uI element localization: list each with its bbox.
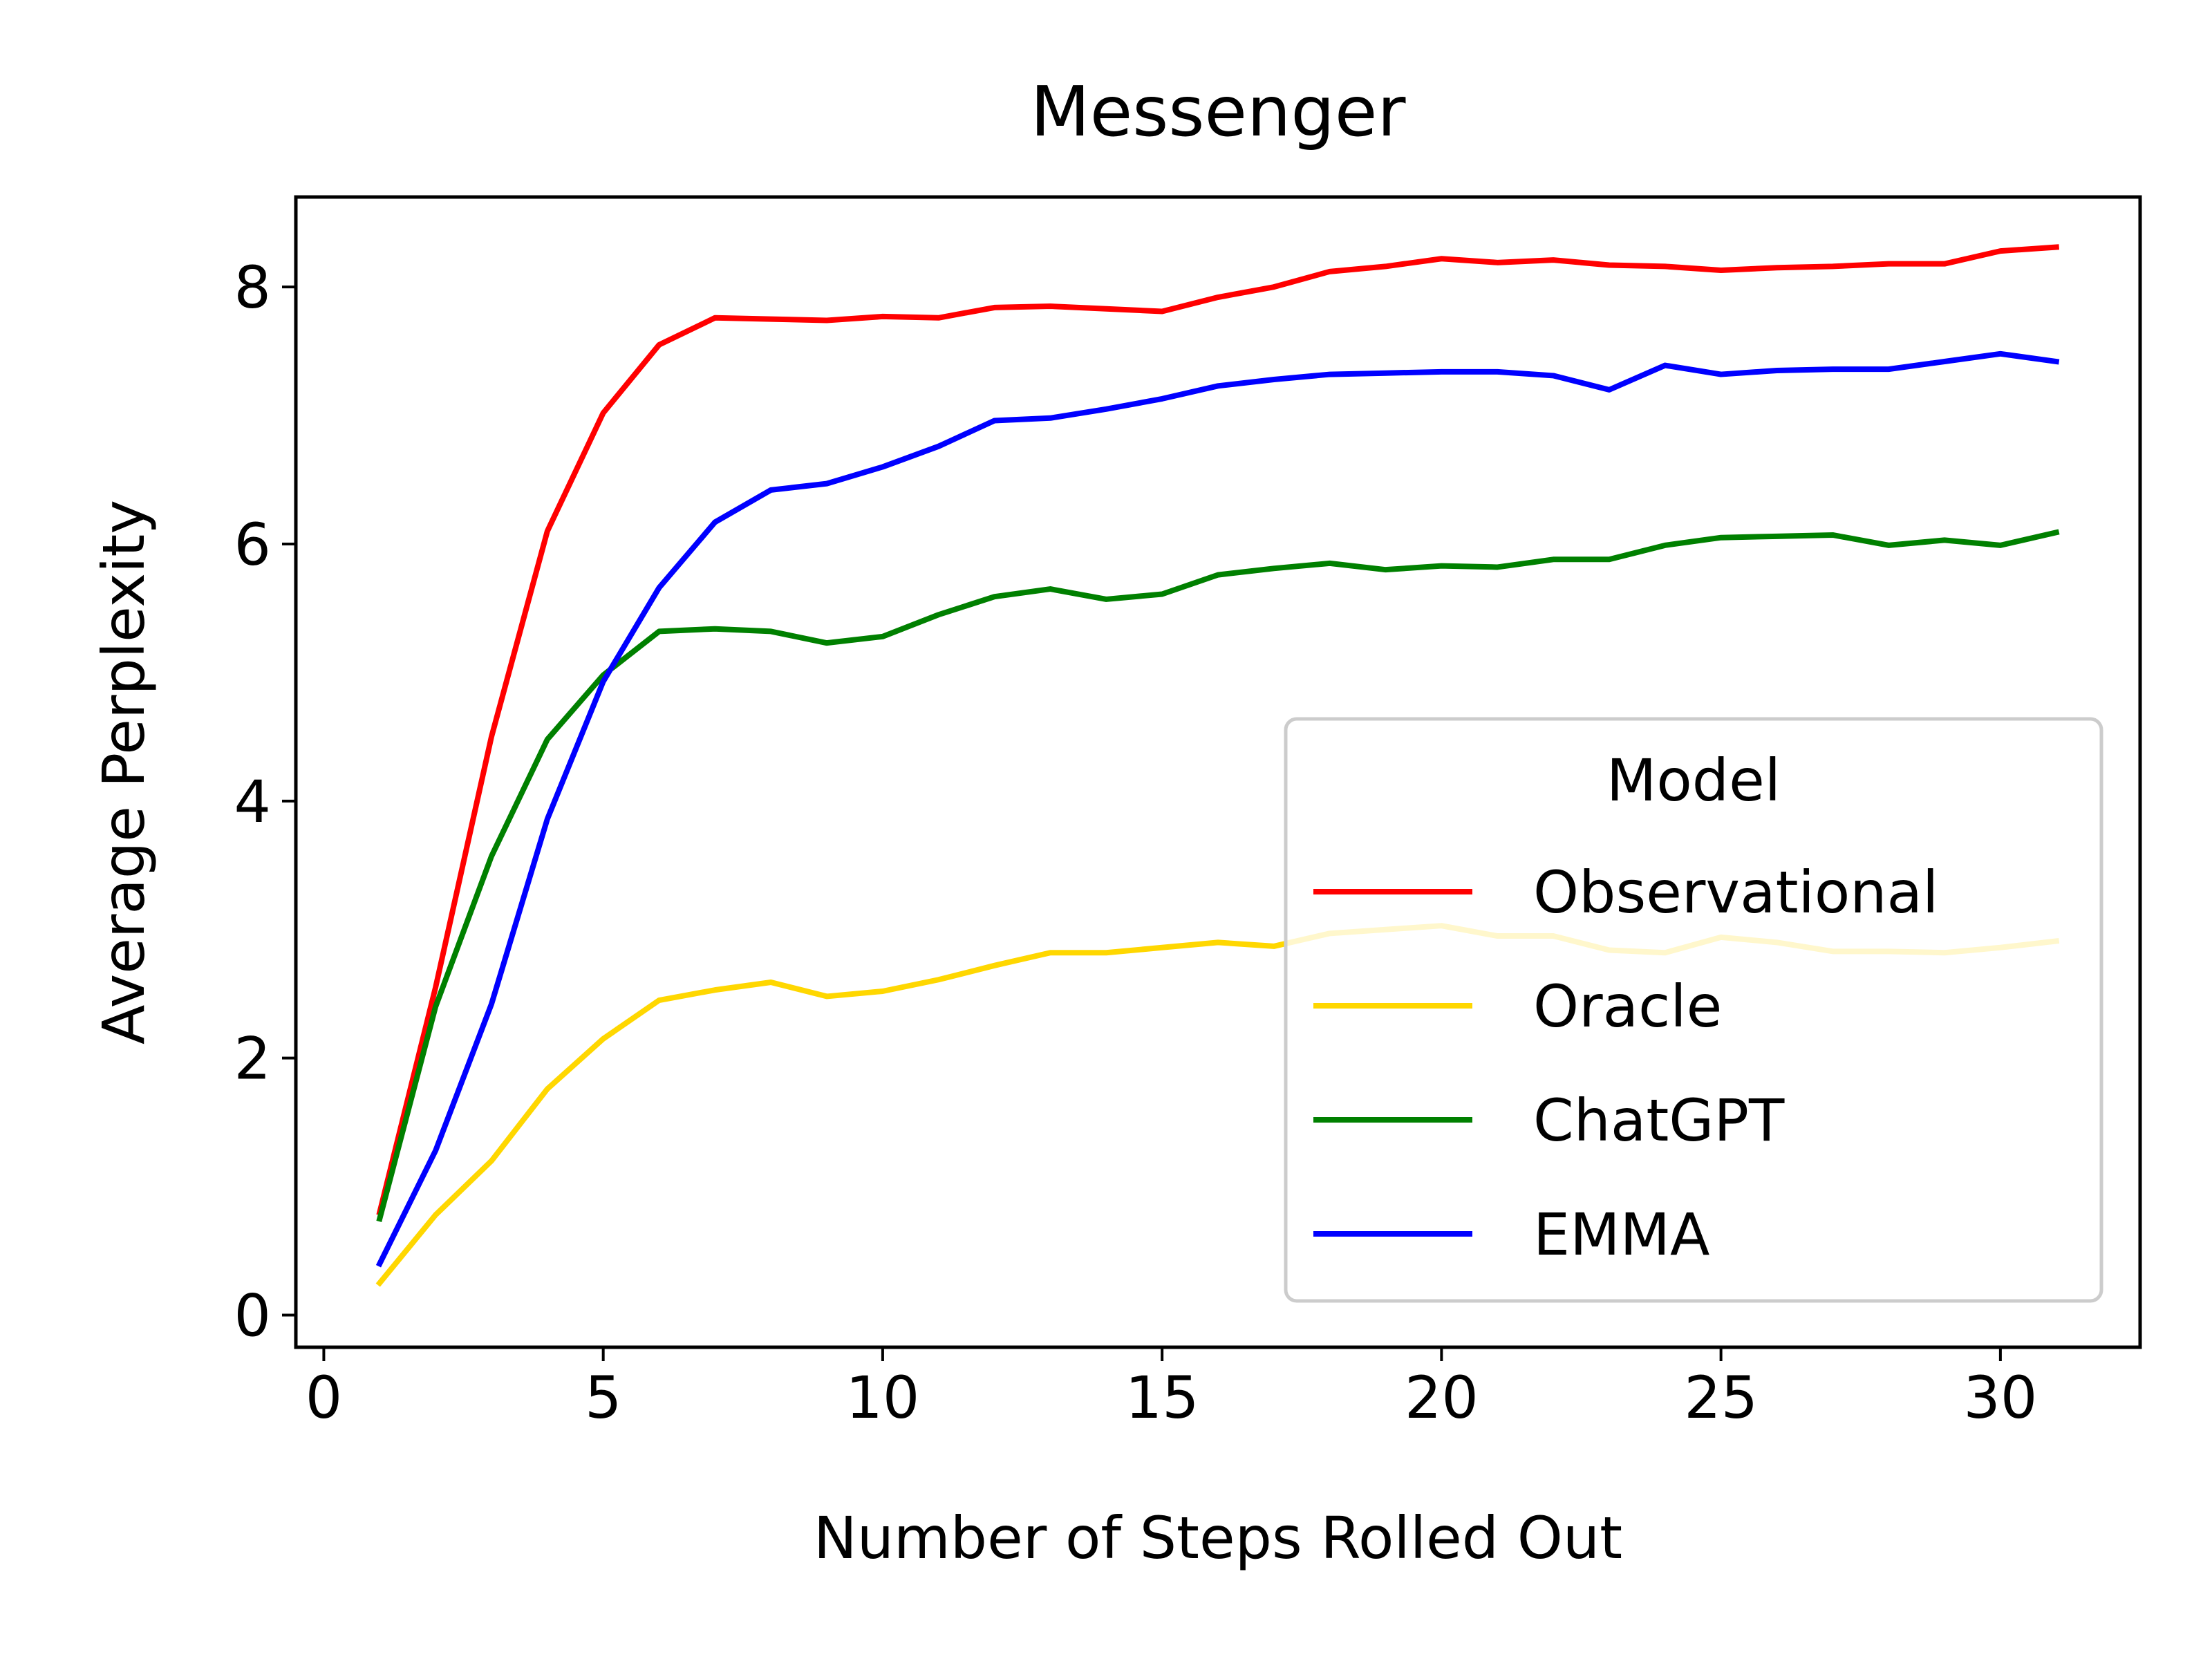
legend-box: [1284, 717, 2103, 1303]
x-tick-label-5: 5: [585, 1364, 621, 1432]
legend-label-emma: EMMA: [1533, 1201, 1710, 1268]
legend-label-observational: Observational: [1533, 859, 1938, 926]
series-line-observational: [376, 244, 2059, 1216]
x-tick-label-25: 25: [1684, 1364, 1758, 1432]
y-tick-label-8: 8: [234, 254, 271, 321]
chart-title: Messenger: [1030, 71, 1406, 152]
x-axis-ticks: 0 5 10 15 20 25 30: [306, 1347, 2037, 1432]
legend-title: Model: [1606, 747, 1781, 814]
y-tick-label-0: 0: [234, 1282, 271, 1350]
series-line-chatgpt: [376, 529, 2060, 1222]
plot-area-frame: [294, 195, 2142, 1349]
y-axis-title: Average Perplexity: [90, 500, 158, 1044]
legend-items: Observational Oracle ChatGPT EMMA: [1313, 859, 1938, 1268]
y-axis-ticks: 0 2 4 6 8: [234, 254, 296, 1350]
legend: Model Observational Oracle ChatGPT EMMA: [1284, 717, 2103, 1303]
x-axis-title: Number of Steps Rolled Out: [814, 1504, 1622, 1572]
legend-label-oracle: Oracle: [1533, 973, 1722, 1040]
x-tick-label-30: 30: [1963, 1364, 2037, 1432]
x-tick-label-0: 0: [306, 1364, 342, 1432]
legend-label-chatgpt: ChatGPT: [1533, 1087, 1785, 1154]
y-tick-label-4: 4: [234, 768, 271, 836]
y-tick-label-2: 2: [234, 1025, 271, 1093]
y-tick-label-6: 6: [234, 511, 271, 579]
series-line-emma: [375, 350, 2060, 1268]
x-tick-label-20: 20: [1405, 1364, 1479, 1432]
x-tick-label-15: 15: [1125, 1364, 1199, 1432]
x-tick-label-10: 10: [845, 1364, 919, 1432]
